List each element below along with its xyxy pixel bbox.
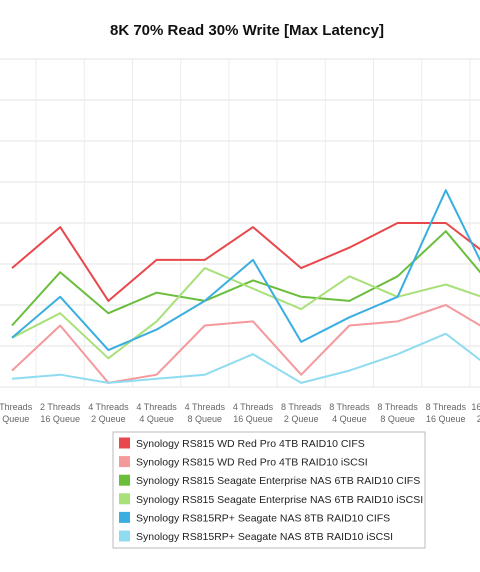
series-line xyxy=(11,332,480,384)
x-tick-label-line: 16 Queue xyxy=(40,414,80,424)
x-tick-label-line: 8 Threads xyxy=(426,402,467,412)
x-tick-label-line: 16 Queue xyxy=(426,414,466,424)
x-tick-label-line: 8 Threads xyxy=(281,402,322,412)
x-tick-label-line: 8 Queue xyxy=(0,414,29,424)
x-tick-label-line: 2 Threads xyxy=(40,402,81,412)
legend-label: Synology RS815RP+ Seagate NAS 8TB RAID10… xyxy=(136,512,390,524)
legend-label: Synology RS815RP+ Seagate NAS 8TB RAID10… xyxy=(136,531,393,543)
series-line xyxy=(11,222,480,302)
series-line xyxy=(11,304,480,384)
x-tick-label-line: 4 Threads xyxy=(185,402,226,412)
x-tick-label-line: 4 Threads xyxy=(233,402,274,412)
x-tick-label-line: 16 Queue xyxy=(233,414,273,424)
x-tick-label-line: 2 Threads xyxy=(0,402,33,412)
series-line xyxy=(11,230,480,327)
legend-swatch xyxy=(119,530,130,542)
x-tick-label-line: 16 Threads xyxy=(471,402,480,412)
x-tick-label-line: 2 Queue xyxy=(477,414,480,424)
legend-box xyxy=(112,431,426,549)
x-tick-label: 8 Threads 2 Queue xyxy=(281,402,322,424)
x-tick-label-line: 8 Threads xyxy=(329,402,370,412)
x-tick-label-line: 4 Queue xyxy=(139,414,174,424)
x-tick-label-line: 4 Threads xyxy=(136,402,177,412)
x-tick-label-line: 8 Queue xyxy=(380,414,415,424)
x-tick-label: 8 Threads 8 Queue xyxy=(377,402,418,424)
x-tick-label-line: 8 Queue xyxy=(188,414,223,424)
x-tick-label: 2 Threads 16 Queue xyxy=(40,402,81,424)
x-tick-label: 8 Threads 16 Queue xyxy=(426,402,467,424)
legend-swatch xyxy=(119,511,130,523)
x-tick-label: 4 Threads 2 Queue xyxy=(88,402,129,424)
series-line xyxy=(11,267,480,360)
x-tick-label: 8 Threads 4 Queue xyxy=(329,402,370,424)
legend-swatch xyxy=(119,493,130,505)
x-tick-label-line: 4 Queue xyxy=(332,414,367,424)
x-tick-label: 4 Threads 4 Queue xyxy=(136,402,177,424)
legend-label: Synology RS815 Seagate Enterprise NAS 6T… xyxy=(136,475,420,487)
series-line xyxy=(11,189,480,352)
legend-swatch xyxy=(119,437,130,449)
plot xyxy=(11,189,480,384)
x-tick-label: 16 Threads 2 Queue xyxy=(471,402,480,424)
legend-label: Synology RS815 Seagate Enterprise NAS 6T… xyxy=(136,494,423,506)
legend-label: Synology RS815 WD Red Pro 4TB RAID10 iSC… xyxy=(136,457,368,469)
x-tick-label: 2 Threads 8 Queue xyxy=(0,402,33,424)
legend-label: Synology RS815 WD Red Pro 4TB RAID10 CIF… xyxy=(136,438,365,450)
legend-swatch xyxy=(119,456,130,468)
legend: Synology RS815 WD Red Pro 4TB RAID10 CIF… xyxy=(119,437,423,543)
x-tick-label: 4 Threads 16 Queue xyxy=(233,402,274,424)
chart-title: 8K 70% Read 30% Write [Max Latency] xyxy=(110,22,384,39)
x-tick-label-line: 2 Queue xyxy=(284,414,319,424)
x-tick-label-line: 8 Threads xyxy=(377,402,418,412)
legend-swatch xyxy=(119,474,130,486)
x-tick-label-line: 2 Queue xyxy=(91,414,126,424)
x-tick-label: 4 Threads 8 Queue xyxy=(185,402,226,424)
x-tick-label-line: 4 Threads xyxy=(88,402,129,412)
